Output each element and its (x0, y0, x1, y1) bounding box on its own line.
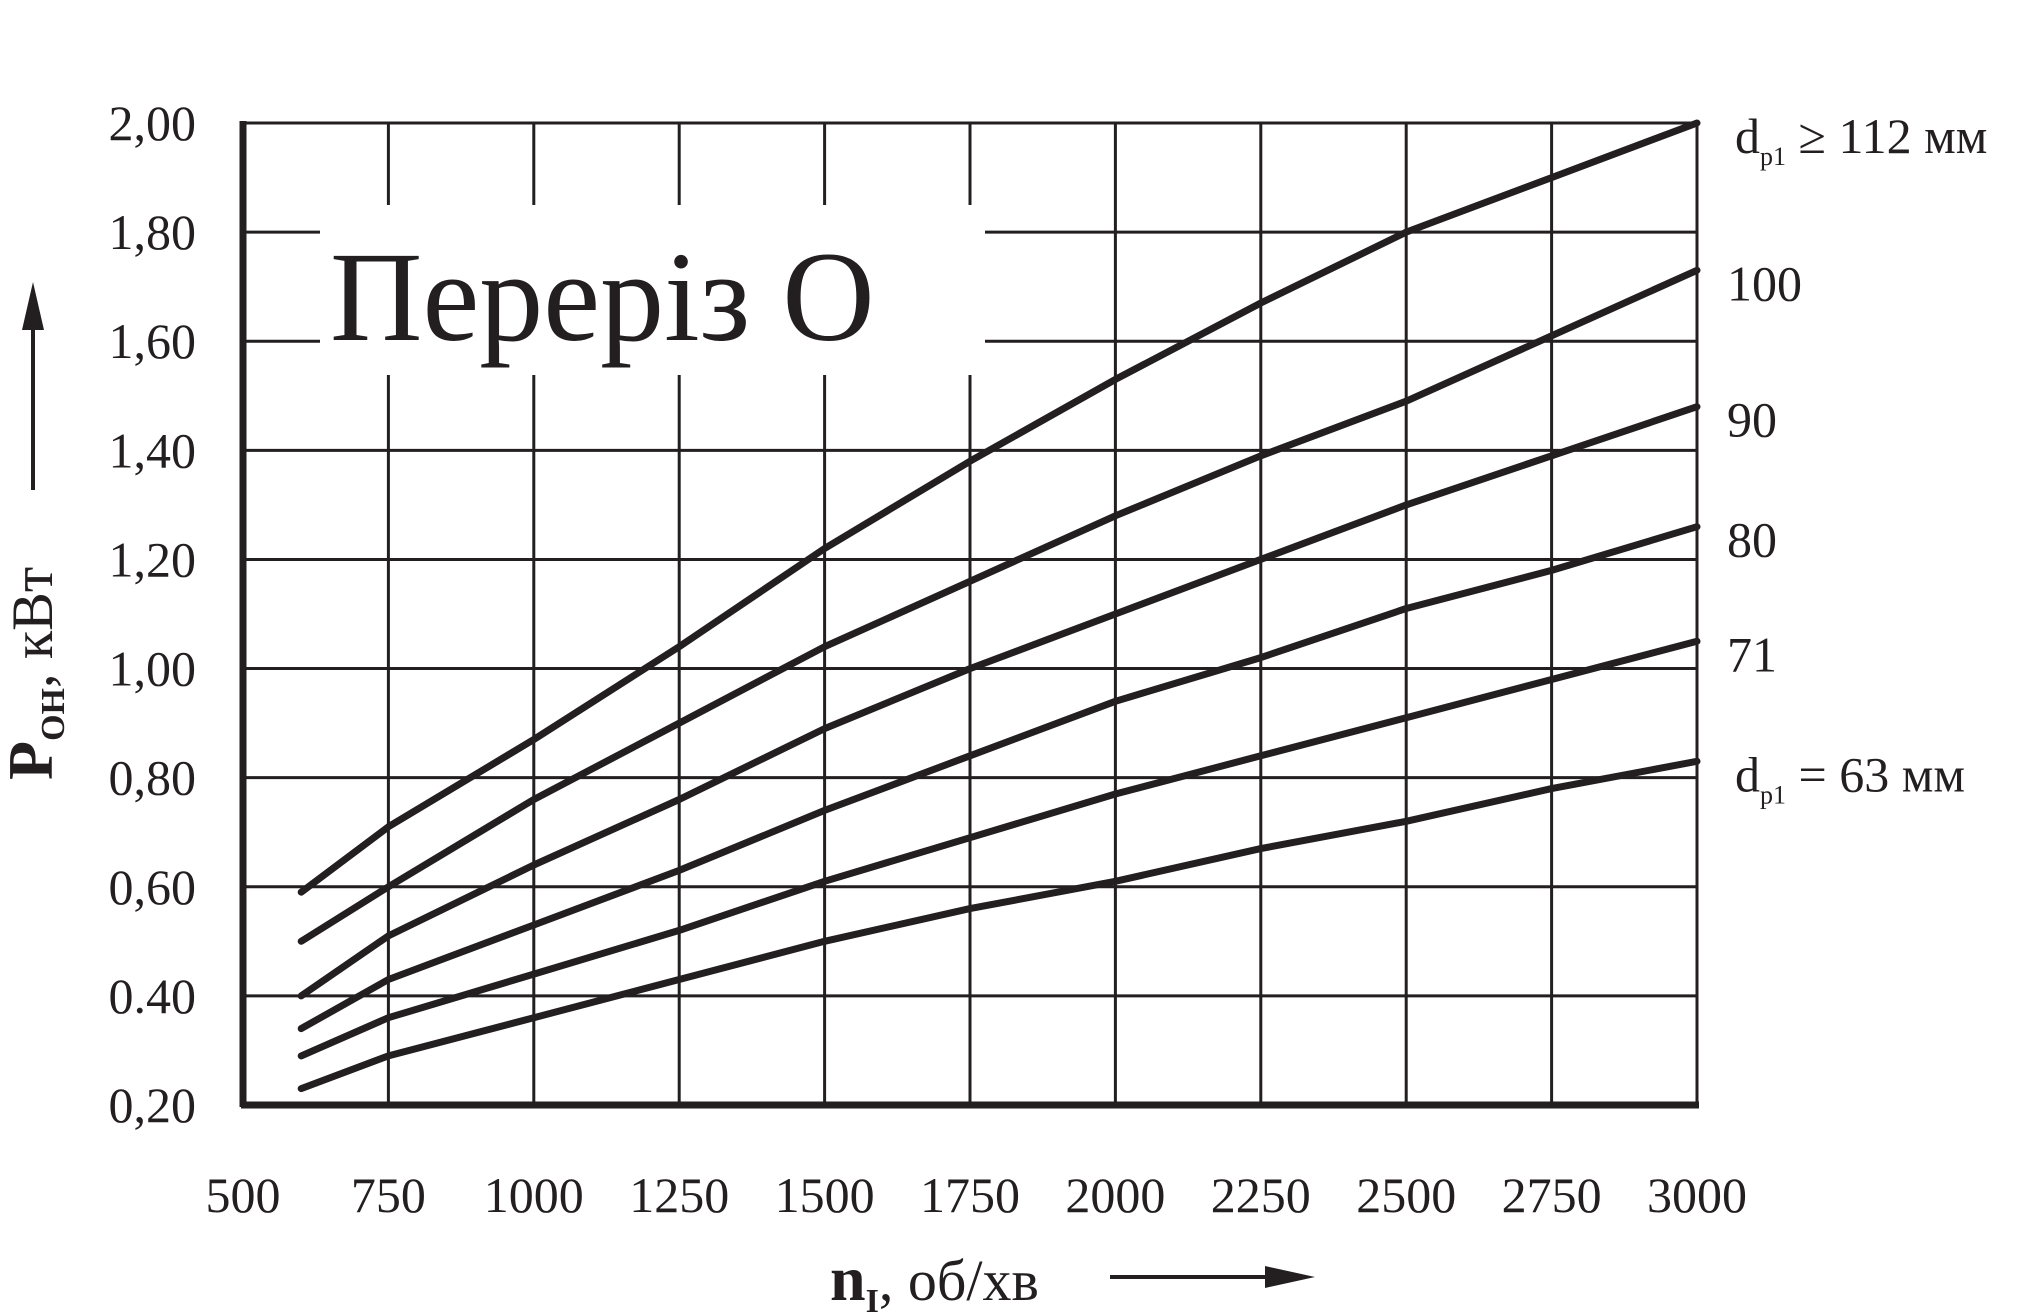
curve-3 (297, 523, 1701, 1033)
curve-label-1: 100 (1727, 255, 1802, 311)
y-tick-label: 0,60 (109, 859, 197, 915)
y-axis-text: , кВт (0, 567, 65, 688)
curve-4 (297, 637, 1701, 1060)
curve-labels: dр1 ≥ 112 мм 100 90 80 71 dр1 = 63 мм (1727, 108, 1987, 809)
chart-title: Переріз О (330, 226, 875, 368)
curve-0 (297, 119, 1701, 896)
y-tick-labels: 0,20 0.40 0,60 0,80 1,00 1,20 1,40 1,60 1,80 2,00 (109, 95, 197, 1133)
y-tick-label: 1,80 (109, 204, 197, 260)
x-axis-subscript: I (866, 1283, 879, 1313)
x-axis-title: nI, об/хв (830, 1243, 1039, 1313)
x-tick-label: 500 (206, 1167, 281, 1223)
curve-5 (297, 757, 1701, 1093)
x-tick-label: 750 (351, 1167, 426, 1223)
y-tick-label: 1,40 (109, 422, 197, 478)
y-tick-label: 0,20 (109, 1077, 197, 1133)
x-tick-label: 1500 (775, 1167, 875, 1223)
x-axis-symbol: n (830, 1243, 866, 1313)
x-axis-arrow (1110, 1266, 1315, 1288)
x-tick-label: 2250 (1211, 1167, 1311, 1223)
x-tick-label: 2500 (1356, 1167, 1456, 1223)
axes (239, 121, 1699, 1109)
curve-label-0: dр1 ≥ 112 мм (1735, 108, 1987, 171)
y-axis-title: PОН, кВт (0, 567, 72, 780)
title-background (320, 205, 985, 375)
y-tick-label: 1,20 (109, 531, 197, 587)
curve-2 (297, 403, 1701, 1000)
y-tick-label: 2,00 (109, 95, 197, 151)
y-tick-label: 1,60 (109, 313, 197, 369)
y-tick-label: 1,00 (109, 641, 197, 697)
x-tick-label: 2750 (1502, 1167, 1602, 1223)
y-axis-subscript: ОН (35, 688, 72, 741)
x-tick-label: 1750 (920, 1167, 1020, 1223)
x-tick-labels: 500 750 1000 1250 1500 1750 2000 2250 2500 2750 30… (206, 1167, 1748, 1223)
x-tick-label: 1000 (484, 1167, 584, 1223)
curve-label-3: 80 (1727, 512, 1777, 568)
curve-label-5: dр1 = 63 мм (1735, 746, 1965, 809)
curves (297, 119, 1701, 1093)
curve-label-4: 71 (1727, 626, 1777, 682)
curve-label-2: 90 (1727, 392, 1777, 448)
curve-1 (297, 266, 1701, 945)
x-tick-label: 2000 (1065, 1167, 1165, 1223)
y-axis-symbol: P (0, 741, 66, 780)
x-tick-label: 3000 (1647, 1167, 1747, 1223)
y-tick-label: 0.40 (109, 968, 197, 1024)
y-tick-label: 0,80 (109, 750, 197, 806)
y-axis-arrow (22, 282, 44, 490)
x-axis-text: , об/хв (879, 1248, 1039, 1313)
x-tick-label: 1250 (629, 1167, 729, 1223)
